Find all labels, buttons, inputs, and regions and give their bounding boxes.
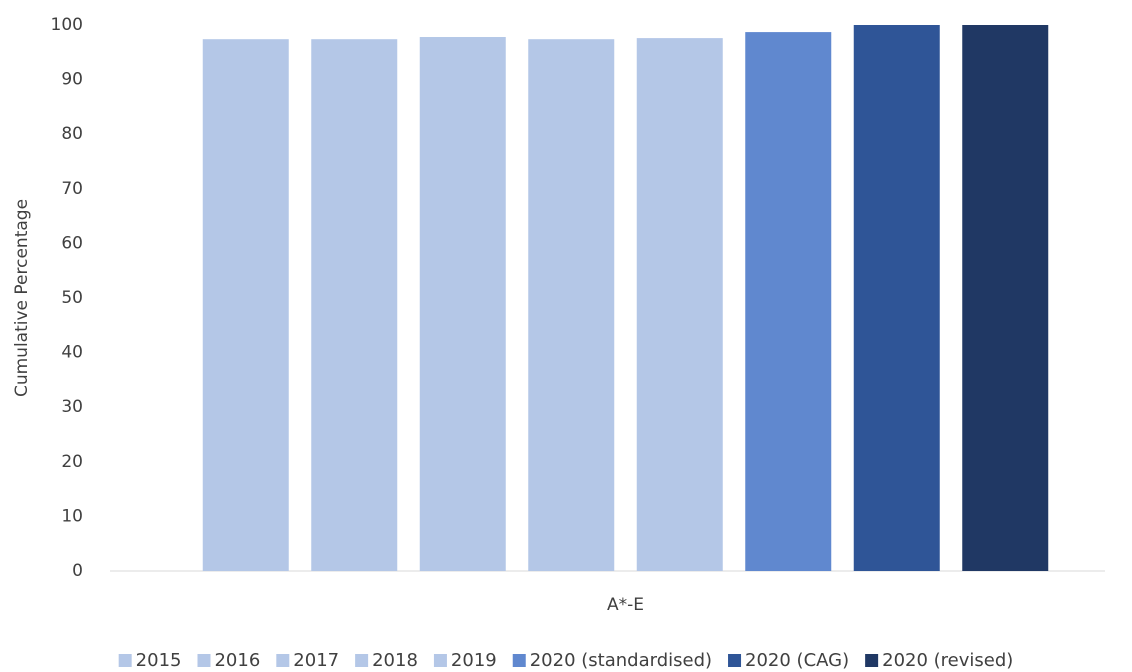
x-tick-label: A*-E — [607, 595, 644, 615]
legend-swatch — [512, 654, 526, 667]
legend-label: 2018 — [372, 650, 418, 671]
y-tick-label: 10 — [61, 506, 83, 526]
legend-label: 2016 — [214, 650, 260, 671]
bar — [853, 25, 940, 571]
legend-label: 2020 (revised) — [882, 650, 1013, 671]
y-tick-label: 100 — [51, 15, 83, 35]
y-tick-label: 30 — [61, 397, 83, 417]
legend-label: 2017 — [293, 650, 339, 671]
y-tick-label: 40 — [61, 343, 83, 363]
bar — [636, 38, 723, 571]
legend-swatch — [865, 654, 879, 667]
y-tick-label: 70 — [61, 179, 83, 199]
y-tick-label: 50 — [61, 288, 83, 308]
legend-label: 2020 (standardised) — [530, 650, 712, 671]
bar — [962, 25, 1049, 571]
legend-label: 2020 (CAG) — [745, 650, 849, 671]
y-tick-label: 80 — [61, 124, 83, 144]
y-axis-title: Cumulative Percentage — [12, 199, 32, 397]
legend-swatch — [197, 654, 211, 667]
bar — [419, 37, 506, 571]
legend-label: 2019 — [451, 650, 497, 671]
y-tick-label: 20 — [61, 452, 83, 472]
y-tick-label: 90 — [61, 70, 83, 90]
legend-swatch — [118, 654, 132, 667]
legend-swatch — [433, 654, 447, 667]
y-tick-label: 60 — [61, 233, 83, 253]
y-tick-label: 0 — [72, 561, 83, 581]
bar — [202, 39, 289, 572]
bar — [528, 39, 615, 572]
legend-label: 2015 — [136, 650, 182, 671]
bar — [311, 39, 398, 572]
legend-swatch — [355, 654, 369, 667]
legend-swatch — [728, 654, 742, 667]
bar — [745, 32, 832, 571]
legend-swatch — [276, 654, 290, 667]
